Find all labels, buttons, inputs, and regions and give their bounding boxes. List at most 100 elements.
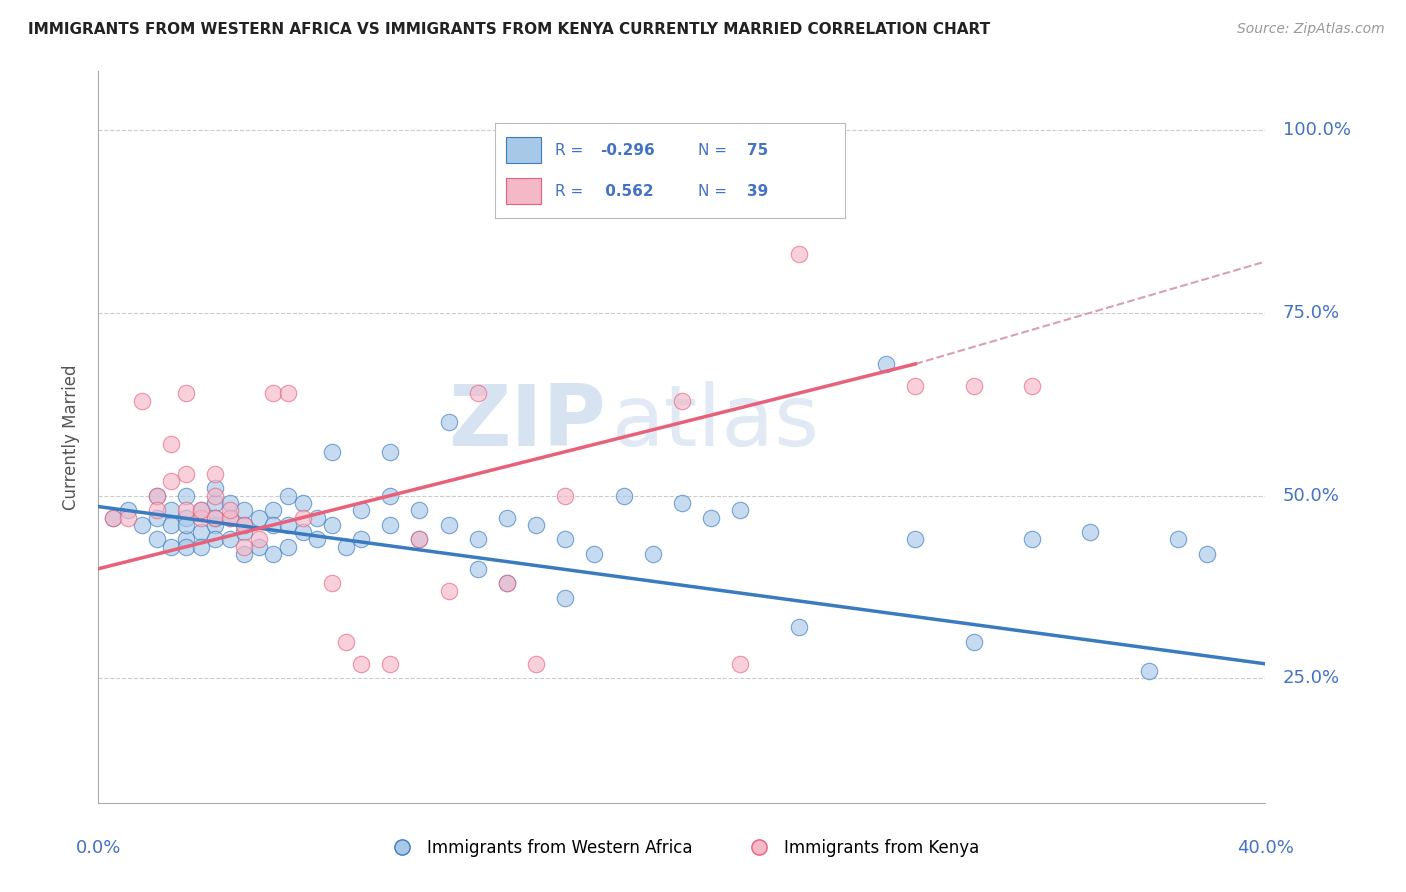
Point: [524, 657, 547, 671]
Point: [190, 540, 212, 554]
Point: [117, 503, 139, 517]
Text: 100.0%: 100.0%: [1282, 121, 1351, 139]
Text: 25.0%: 25.0%: [1282, 670, 1340, 688]
Point: [247, 540, 270, 554]
Point: [190, 510, 212, 524]
Legend: Immigrants from Western Africa, Immigrants from Kenya: Immigrants from Western Africa, Immigran…: [378, 832, 986, 864]
Point: [380, 444, 402, 458]
Point: [904, 533, 927, 547]
Point: [496, 510, 519, 524]
Point: [262, 547, 284, 561]
Point: [730, 503, 752, 517]
Point: [1080, 525, 1102, 540]
Text: 0.0%: 0.0%: [76, 839, 121, 857]
Point: [233, 540, 256, 554]
Point: [160, 540, 183, 554]
Point: [641, 547, 664, 561]
Point: [1021, 379, 1043, 393]
Point: [262, 386, 284, 401]
Point: [160, 503, 183, 517]
Point: [190, 525, 212, 540]
Point: [277, 517, 299, 532]
Point: [291, 525, 314, 540]
Point: [350, 503, 373, 517]
Point: [700, 510, 723, 524]
Point: [233, 547, 256, 561]
Point: [496, 576, 519, 591]
Point: [204, 533, 226, 547]
Point: [904, 379, 927, 393]
Point: [612, 489, 634, 503]
Point: [233, 525, 256, 540]
Point: [467, 562, 489, 576]
Point: [307, 533, 329, 547]
Point: [218, 503, 240, 517]
Point: [146, 489, 169, 503]
Point: [437, 416, 460, 430]
Text: atlas: atlas: [612, 381, 820, 464]
Point: [408, 503, 430, 517]
Point: [204, 489, 226, 503]
Point: [380, 657, 402, 671]
Point: [247, 510, 270, 524]
Point: [1195, 547, 1218, 561]
Point: [218, 533, 240, 547]
Point: [671, 393, 693, 408]
Point: [204, 510, 226, 524]
Point: [554, 489, 576, 503]
Point: [174, 467, 197, 481]
Point: [218, 510, 240, 524]
Point: [204, 467, 226, 481]
Point: [875, 357, 897, 371]
Point: [437, 583, 460, 598]
Point: [962, 379, 984, 393]
Point: [291, 496, 314, 510]
Point: [467, 386, 489, 401]
Text: IMMIGRANTS FROM WESTERN AFRICA VS IMMIGRANTS FROM KENYA CURRENTLY MARRIED CORREL: IMMIGRANTS FROM WESTERN AFRICA VS IMMIGR…: [28, 22, 990, 37]
Point: [554, 533, 576, 547]
Point: [174, 540, 197, 554]
Point: [262, 503, 284, 517]
Point: [277, 489, 299, 503]
Point: [160, 437, 183, 451]
Point: [583, 547, 606, 561]
Point: [321, 444, 343, 458]
Point: [524, 517, 547, 532]
Point: [204, 496, 226, 510]
Point: [190, 503, 212, 517]
Point: [117, 510, 139, 524]
Point: [962, 635, 984, 649]
Point: [131, 517, 153, 532]
Point: [174, 533, 197, 547]
Point: [291, 510, 314, 524]
Point: [204, 510, 226, 524]
Point: [204, 517, 226, 532]
Point: [218, 496, 240, 510]
Text: 50.0%: 50.0%: [1282, 487, 1340, 505]
Point: [437, 517, 460, 532]
Point: [307, 510, 329, 524]
Point: [787, 620, 810, 634]
Point: [218, 510, 240, 524]
Point: [1167, 533, 1189, 547]
Point: [146, 503, 169, 517]
Point: [131, 393, 153, 408]
Text: 40.0%: 40.0%: [1237, 839, 1294, 857]
Point: [233, 503, 256, 517]
Point: [174, 503, 197, 517]
Point: [247, 533, 270, 547]
Text: ZIP: ZIP: [449, 381, 606, 464]
Point: [350, 657, 373, 671]
Point: [554, 591, 576, 605]
Y-axis label: Currently Married: Currently Married: [62, 364, 80, 510]
Point: [262, 517, 284, 532]
Point: [174, 510, 197, 524]
Text: 75.0%: 75.0%: [1282, 304, 1340, 322]
Point: [174, 489, 197, 503]
Point: [408, 533, 430, 547]
Point: [467, 533, 489, 547]
Point: [1021, 533, 1043, 547]
Point: [174, 386, 197, 401]
Point: [350, 533, 373, 547]
Point: [204, 481, 226, 495]
